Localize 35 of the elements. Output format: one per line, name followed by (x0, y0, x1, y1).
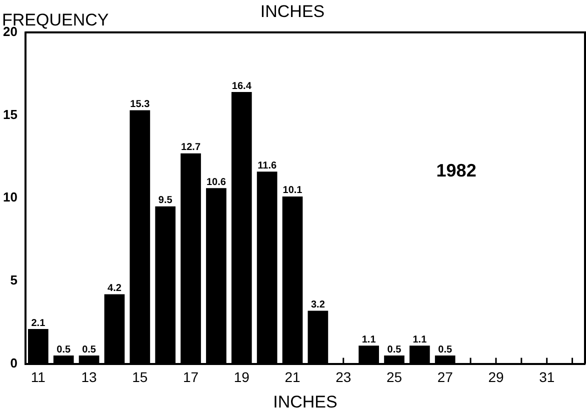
y-tick-label: 15 (2, 106, 18, 122)
data-label: 10.1 (282, 185, 303, 196)
x-tick-label: 17 (182, 369, 199, 386)
data-label: 0.5 (56, 344, 71, 356)
x-axis-title: INCHES (273, 392, 338, 412)
y-tick-label: 5 (10, 272, 18, 288)
x-tick-label: 29 (488, 369, 504, 386)
x-tick-label: 23 (336, 369, 352, 386)
data-label: 3.2 (310, 300, 326, 311)
data-label: 10.6 (206, 176, 226, 188)
data-label: 4.2 (108, 282, 122, 294)
y-tick-label: 10 (2, 190, 18, 205)
data-label: 15.3 (130, 99, 150, 110)
data-label: 1.1 (412, 334, 428, 346)
x-tick-label: 11 (30, 369, 46, 386)
x-tick-label: 27 (437, 369, 454, 386)
data-label: 16.4 (232, 80, 252, 92)
data-label: 0.5 (438, 344, 452, 356)
y-tick-label: 0 (10, 355, 18, 370)
x-tick-label: 19 (234, 369, 250, 386)
chart-title: INCHES (260, 2, 325, 21)
x-tick-label: 21 (284, 369, 301, 386)
x-tick-label: 31 (539, 369, 555, 386)
data-label: 0.5 (387, 344, 402, 356)
data-label: 9.5 (158, 195, 173, 206)
data-label: 0.5 (82, 344, 96, 356)
annotation: 1982 (436, 160, 476, 181)
y-axis-title: FREQUENCY (2, 10, 109, 30)
x-tick-label: 13 (81, 369, 98, 386)
data-label: 1.1 (362, 334, 376, 346)
data-label: 12.7 (181, 142, 201, 154)
x-tick-label: 15 (132, 369, 148, 386)
data-label: 11.6 (258, 160, 277, 172)
x-tick-label: 25 (386, 369, 402, 386)
data-label: 2.1 (31, 318, 46, 329)
